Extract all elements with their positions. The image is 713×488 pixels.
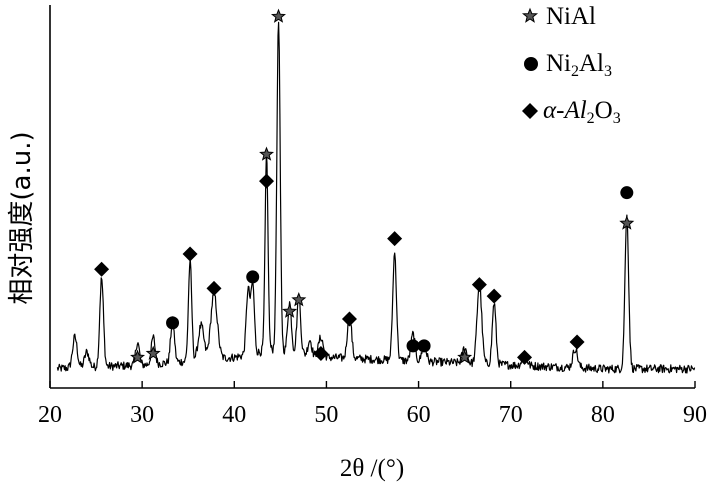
nial-star-marker (130, 349, 146, 364)
alumina-diamond-marker (182, 246, 198, 262)
alumina-diamond-marker (569, 334, 585, 350)
x-tick-label: 30 (130, 402, 154, 428)
ni2al3-circle-marker (620, 186, 634, 200)
phase-markers (94, 8, 635, 365)
alumina-diamond-marker (486, 288, 502, 304)
legend-diamond-icon (522, 103, 538, 119)
alumina-diamond-marker (94, 261, 110, 277)
x-tick-label: 40 (222, 402, 246, 428)
ni2al3-circle-marker (166, 316, 180, 330)
x-tick-label: 90 (683, 402, 707, 428)
nial-star-marker (619, 215, 635, 230)
nial-star-marker (457, 349, 473, 364)
xrd-pattern-line (56, 21, 696, 374)
x-tick-label: 20 (38, 402, 62, 428)
legend: NiAl Ni2Al3 α-Al2O3 (521, 3, 621, 127)
legend-label-ni2al3: Ni2Al3 (546, 50, 612, 80)
alumina-diamond-marker (206, 280, 222, 296)
nial-star-marker (270, 8, 286, 23)
legend-label-nial: NiAl (546, 3, 596, 30)
ni2al3-circle-marker (246, 270, 260, 284)
alumina-diamond-marker (313, 346, 329, 362)
x-ticks: 20 30 40 50 60 70 80 90 (38, 381, 707, 428)
x-axis-label: 2θ /(°) (340, 455, 404, 482)
alumina-diamond-marker (517, 349, 533, 365)
nial-star-marker (145, 345, 161, 360)
alumina-diamond-marker (471, 277, 487, 293)
x-tick-label: 60 (407, 402, 431, 428)
nial-star-marker (282, 303, 298, 318)
x-tick-label: 50 (314, 402, 338, 428)
legend-item-alpha-al2o3: α-Al2O3 (522, 97, 621, 127)
legend-item-ni2al3: Ni2Al3 (524, 50, 612, 80)
alumina-diamond-marker (387, 231, 403, 247)
nial-star-marker (259, 146, 275, 161)
ni2al3-circle-marker (406, 339, 420, 353)
legend-item-nial: NiAl (521, 3, 596, 30)
legend-label-alpha-al2o3: α-Al2O3 (543, 97, 621, 127)
alumina-diamond-marker (341, 311, 357, 327)
nial-star-marker (291, 292, 307, 307)
legend-star-icon (521, 7, 539, 23)
ni2al3-circle-marker (417, 339, 431, 353)
x-tick-label: 80 (591, 402, 615, 428)
x-tick-label: 70 (499, 402, 523, 428)
alumina-diamond-marker (259, 173, 275, 189)
y-axis-label: 相对强度(a.u.) (7, 131, 37, 304)
legend-circle-icon (524, 57, 538, 71)
